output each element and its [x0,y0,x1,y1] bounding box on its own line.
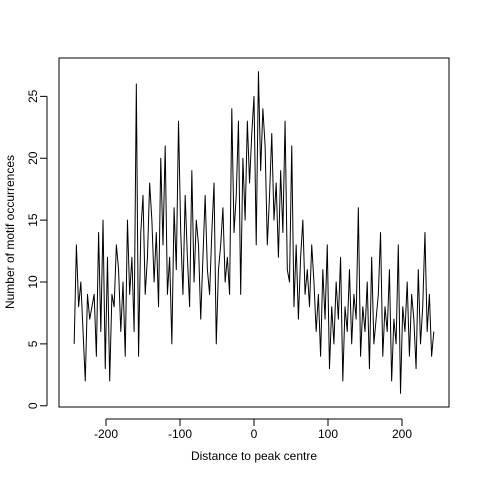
y-tick-label: 10 [26,275,40,289]
y-tick-label: 5 [26,340,40,347]
y-axis-label: Number of motif occurrences [3,155,17,309]
plot-box [58,57,450,408]
y-tick-label: 25 [26,89,40,103]
y-tick-label: 0 [26,402,40,409]
x-tick-label: 0 [251,427,258,441]
x-axis-label: Distance to peak centre [191,449,317,463]
x-tick-label: -100 [168,427,192,441]
data-line [73,71,435,394]
x-tick-label: 200 [392,427,412,441]
x-tick-label: 100 [318,427,338,441]
y-tick-label: 15 [26,213,40,227]
y-tick-label: 20 [26,151,40,165]
x-tick-label: -200 [94,427,118,441]
